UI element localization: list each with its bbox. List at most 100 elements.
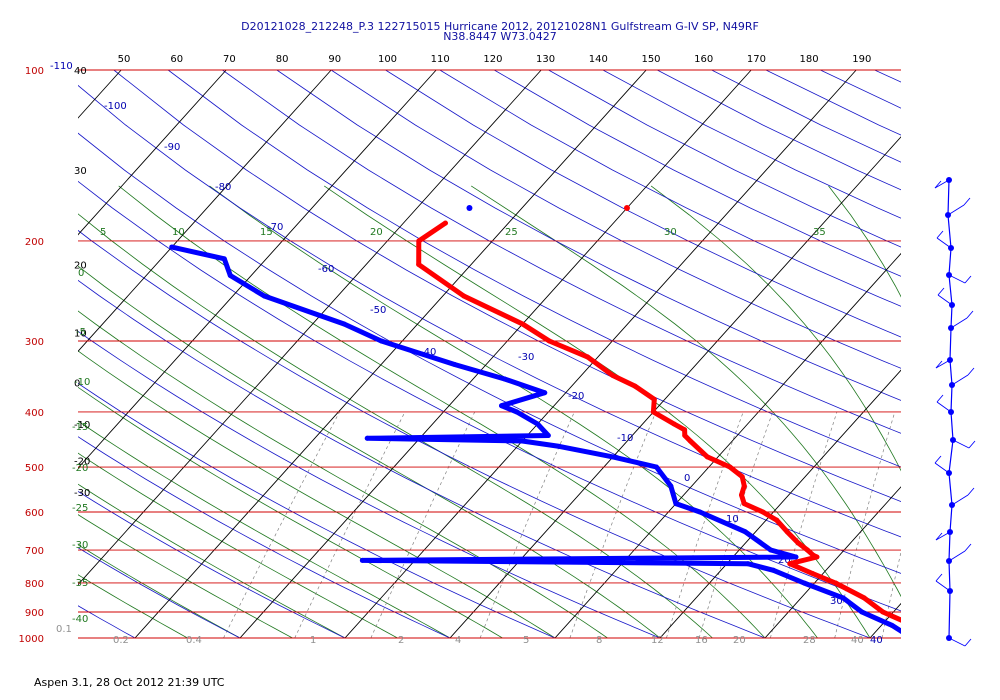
moist-adiabat-line <box>78 452 398 639</box>
wind-barb <box>935 580 951 592</box>
moist-adiabat-label: -25 <box>72 503 88 514</box>
temperature-profile-point <box>546 338 552 344</box>
temperature-profile-point <box>910 623 915 628</box>
isotherm-line <box>869 602 901 639</box>
isotherm-label: 20 <box>74 260 87 271</box>
dewpoint-profile-point <box>840 595 846 601</box>
temperature-profile-point <box>738 492 744 498</box>
wind-barb <box>936 401 952 413</box>
mixing-ratio-line <box>978 412 1000 638</box>
dry-adiabat-line <box>439 69 901 307</box>
top-axis-label: 90 <box>328 54 341 65</box>
mixing-ratio-label: 0.4 <box>186 635 202 646</box>
wind-barb-flag <box>936 230 944 239</box>
isotherm-line <box>975 70 1000 638</box>
header-line-1: D20121028_212248_P.3 122715015 Hurricane… <box>241 20 759 33</box>
wind-barb-flag <box>934 180 942 189</box>
wind-barb <box>948 550 966 562</box>
pressure-label: 200 <box>25 237 44 248</box>
dewpoint-profile-point <box>502 376 508 382</box>
wind-barb <box>935 359 951 369</box>
sounding-header: D20121028_212248_P.3 122715015 Hurricane… <box>0 20 1000 42</box>
wind-barb-profile <box>934 177 976 647</box>
dewpoint-profile-point <box>768 547 774 553</box>
dry-adiabats <box>78 69 901 639</box>
dewpoint-profile-point <box>653 464 659 470</box>
dewpoint-profile-point <box>535 421 541 427</box>
moist-adiabat-label: -40 <box>72 614 88 625</box>
dry-adiabat-label: -20 <box>568 391 584 402</box>
temperature-profile-point <box>739 474 745 480</box>
dry-adiabat-label: 40 <box>870 635 883 646</box>
dry-adiabat-label: -100 <box>104 101 127 112</box>
top-axis-label: 70 <box>223 54 236 65</box>
wind-barb <box>934 179 950 189</box>
dry-adiabat-line <box>78 382 556 639</box>
dewpoint-profile-point <box>889 622 895 628</box>
wind-barb-flag <box>934 455 942 464</box>
dry-adiabat-line <box>167 69 901 468</box>
dry-adiabat-label: -70 <box>267 222 283 233</box>
dry-adiabat-label: -90 <box>164 142 180 153</box>
wind-barb-flag <box>967 487 975 496</box>
top-axis-label: 50 <box>118 54 131 65</box>
mixing-ratio-label: 0.2 <box>113 635 129 646</box>
wind-barb <box>934 462 950 474</box>
wind-barb-flag <box>968 440 976 449</box>
temperature-profile-point <box>760 509 766 515</box>
dry-adiabat-line <box>78 229 871 639</box>
isotherm-line <box>344 69 857 639</box>
temperature-profile-point <box>650 409 656 415</box>
wind-barb-flag <box>935 573 943 582</box>
moist-adiabat-line <box>78 544 241 639</box>
pressure-label: 800 <box>25 579 44 590</box>
isotherm-line <box>78 69 437 469</box>
moist-adiabat-label: -5 <box>76 327 86 338</box>
temperature-profile-point <box>610 372 616 378</box>
dewpoint-profile-point <box>499 403 505 409</box>
top-axis-label: 80 <box>276 54 289 65</box>
mixing-ratio-labels: 0.10.2 0.4 1 2 4 5 8 12 16 20 28 40 <box>56 624 864 646</box>
temperature-profile-point <box>741 483 747 489</box>
mixing-ratio-label: 1 <box>310 635 316 646</box>
dewpoint-profile-point <box>261 293 267 299</box>
wind-barb-flag <box>964 275 972 284</box>
dry-adiabat-label: -30 <box>518 352 534 363</box>
wind-barb <box>951 494 969 506</box>
dewpoint-isolated-point <box>466 205 473 212</box>
temperature-profile-point <box>520 321 526 327</box>
moist-adiabat-label: -10 <box>74 377 90 388</box>
pressure-label: 100 <box>25 66 44 77</box>
dry-adiabat-line <box>78 279 766 639</box>
temperature-profile-point <box>925 636 930 641</box>
dry-adiabat-line <box>222 69 901 434</box>
wind-barb <box>935 531 951 541</box>
temperature-profile-point <box>880 609 886 615</box>
moist-adiabat-line <box>78 514 293 639</box>
dry-adiabat-line <box>78 84 901 538</box>
pressure-label: 500 <box>25 463 44 474</box>
wind-barb <box>950 317 968 329</box>
temperature-profile-point <box>861 595 867 601</box>
dewpoint-profile-point <box>859 609 865 615</box>
sounding-profiles <box>169 205 930 641</box>
dry-adiabat-label: -10 <box>617 433 633 444</box>
dry-adiabat-line <box>113 69 901 503</box>
moist-adiabat-label: 35 <box>813 227 826 238</box>
wind-barb <box>947 204 965 216</box>
dewpoint-profile-point <box>169 244 175 250</box>
isotherm-line <box>78 69 332 353</box>
moist-adiabat-line <box>78 574 188 639</box>
dewpoint-profile-point <box>801 580 807 586</box>
temperature-profile-point <box>442 220 448 226</box>
dewpoint-profile-point <box>793 554 799 560</box>
top-axis-label: 120 <box>483 54 502 65</box>
dewpoint-profile <box>169 244 901 635</box>
isotherm-label: 10 <box>74 329 87 340</box>
moist-adiabat-label: -30 <box>72 540 88 551</box>
moist-adiabat-label: 10 <box>172 227 185 238</box>
temperature-profile-point <box>774 517 780 523</box>
moist-adiabat-label: 20 <box>370 227 383 238</box>
top-axis-label: 180 <box>800 54 819 65</box>
